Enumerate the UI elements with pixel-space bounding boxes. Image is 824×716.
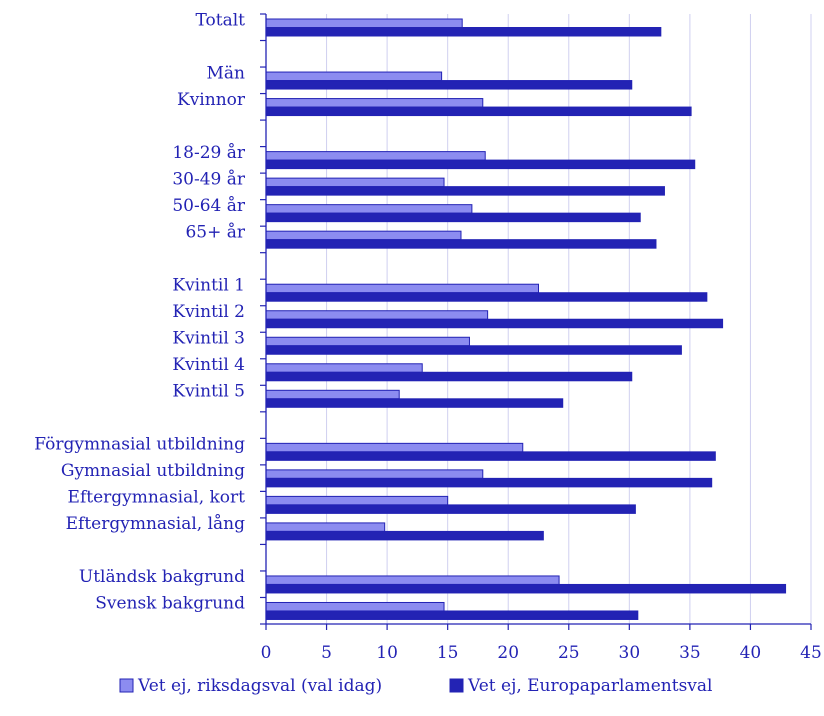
bar-series1-11 — [265, 310, 489, 320]
category-label: 30-49 år — [172, 169, 246, 189]
category-label: Kvintil 2 — [172, 302, 245, 322]
bar-series2-8 — [265, 239, 657, 249]
category-label: Utländsk bakgrund — [79, 567, 245, 587]
category-label: Kvintil 4 — [172, 355, 245, 375]
bar-series1-21 — [265, 575, 560, 585]
x-tick-label: 15 — [437, 643, 459, 663]
category-label: Kvintil 3 — [172, 329, 245, 349]
category-label: Kvintil 5 — [172, 382, 245, 402]
x-tick-label: 45 — [800, 643, 822, 663]
category-label: Förgymnasial utbildning — [34, 435, 245, 455]
category-label: Kvintil 1 — [172, 275, 245, 295]
legend-label-series1: Vet ej, riksdagsval (val idag) — [137, 676, 382, 696]
bar-series2-18 — [265, 504, 636, 514]
x-tick-label: 35 — [679, 643, 701, 663]
bar-series2-22 — [265, 610, 639, 620]
bar-series1-12 — [265, 336, 470, 347]
bar-series2-6 — [265, 186, 665, 196]
x-tick-label: 25 — [558, 643, 580, 663]
bar-series2-19 — [265, 530, 544, 541]
bar-series2-13 — [265, 371, 633, 382]
bar-series1-7 — [265, 204, 473, 214]
bar-series2-16 — [265, 451, 716, 461]
legend-swatch-series2 — [449, 678, 464, 693]
bar-series1-8 — [265, 230, 462, 241]
bar-series1-2 — [265, 71, 443, 82]
x-tick-label: 30 — [619, 643, 641, 663]
bar-series1-13 — [265, 363, 423, 373]
bar-series1-17 — [265, 469, 484, 479]
bar-series2-5 — [265, 159, 696, 170]
x-tick-label: 10 — [376, 643, 398, 663]
legend-swatch-series1 — [119, 678, 134, 693]
category-label: 50-64 år — [172, 196, 246, 216]
bar-series1-3 — [265, 98, 484, 108]
bar-series1-6 — [265, 177, 445, 188]
bar-series1-22 — [265, 601, 445, 612]
bar-series1-5 — [265, 151, 486, 161]
bar-series1-14 — [265, 389, 400, 400]
category-label: Eftergymnasial, kort — [68, 488, 246, 508]
bar-series1-16 — [265, 442, 524, 453]
bar-series2-12 — [265, 345, 682, 355]
category-label: Totalt — [196, 10, 246, 30]
bar-series1-19 — [265, 522, 386, 532]
bar-series2-2 — [265, 80, 633, 90]
legend-label-series2: Vet ej, Europaparlamentsval — [467, 676, 712, 696]
x-tick-label: 0 — [261, 643, 272, 663]
bar-series2-0 — [265, 27, 662, 37]
category-label: Svensk bakgrund — [95, 594, 245, 614]
bar-series2-14 — [265, 398, 564, 408]
bar-series2-10 — [265, 292, 708, 302]
bar-series2-3 — [265, 106, 692, 117]
category-label: 65+ år — [185, 222, 245, 242]
bar-series2-11 — [265, 318, 724, 329]
category-label: Gymnasial utbildning — [61, 461, 245, 481]
category-label: Män — [207, 63, 246, 83]
x-tick-label: 40 — [740, 643, 762, 663]
bar-series1-0 — [265, 18, 463, 28]
bar-series2-21 — [265, 583, 787, 594]
category-label: 18-29 år — [172, 143, 246, 163]
category-label: Kvinnor — [177, 90, 246, 110]
bar-series1-10 — [265, 283, 539, 294]
x-tick-label: 5 — [321, 643, 332, 663]
bar-series2-7 — [265, 212, 641, 223]
bar-series2-17 — [265, 477, 713, 488]
x-tick-label: 20 — [497, 643, 519, 663]
bar-series1-18 — [265, 495, 449, 506]
category-label: Eftergymnasial, lång — [66, 514, 245, 534]
